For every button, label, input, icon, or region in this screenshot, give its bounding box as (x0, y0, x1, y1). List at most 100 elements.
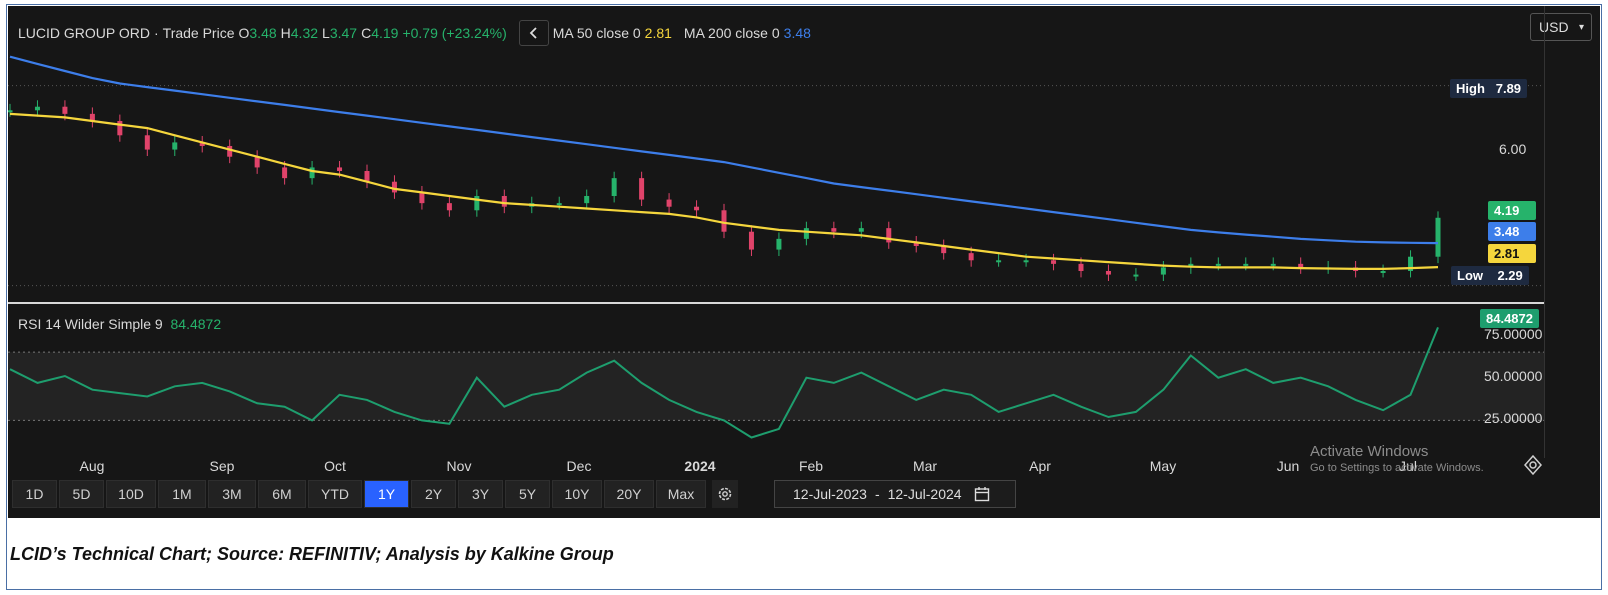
candle (419, 192, 425, 204)
ma200-label: MA 200 close 0 (683, 25, 780, 41)
candle (556, 203, 562, 206)
range-3m-button[interactable]: 3M (208, 480, 256, 508)
gear-icon (718, 487, 732, 501)
rsi-band (8, 352, 1544, 421)
high-tag-label: High (1456, 81, 1485, 96)
month-jun: Jun (1276, 458, 1300, 474)
date-range-picker[interactable]: 12-Jul-2023 - 12-Jul-2024 (774, 480, 1016, 508)
calendar-icon[interactable] (974, 486, 990, 502)
collapse-legend-button[interactable] (518, 20, 549, 46)
month-feb: Feb (798, 458, 824, 474)
close-label: C (361, 25, 372, 41)
chart-settings-icon[interactable] (1522, 454, 1544, 476)
figure-caption: LCID’s Technical Chart; Source: REFINITI… (10, 544, 614, 564)
range-toolbar: 1D 5D 10D 1M 3M 6M YTD 1Y 2Y 3Y 5Y 10Y 2… (12, 480, 738, 510)
rsi-tick-50: 50.00000 (1484, 368, 1543, 384)
candle (309, 167, 315, 179)
rsi-label: RSI 14 Wilder Simple 9 (18, 316, 163, 332)
range-settings-button[interactable] (712, 480, 738, 508)
stock-chart[interactable]: LUCID GROUP ORD · Trade Price O 3.48 H 4.3… (8, 6, 1600, 518)
range-1m-button[interactable]: 1M (158, 480, 206, 508)
candle (639, 178, 645, 200)
rsi-tick-25: 25.00000 (1484, 410, 1543, 426)
rsi-legend: RSI 14 Wilder Simple 9 84.4872 (18, 316, 221, 332)
candle (62, 106, 68, 114)
ma200-line (9, 55, 1439, 245)
candle (858, 228, 864, 232)
candle (611, 178, 617, 196)
month-jul: Jul (1399, 458, 1417, 474)
chevron-left-icon (529, 27, 537, 39)
month-dec: Dec (566, 458, 592, 474)
activation-watermark-detail: Go to Settings to activate Windows. (1310, 462, 1484, 474)
range-10d-button[interactable]: 10D (106, 480, 156, 508)
close-price-tag: 4.19 (1488, 201, 1536, 220)
ma50-tag: 2.81 (1488, 244, 1536, 263)
legend-dot: · (153, 25, 159, 41)
range-1d-button[interactable]: 1D (12, 480, 57, 508)
range-6m-button[interactable]: 6M (258, 480, 306, 508)
currency-select[interactable]: USD ▾ (1530, 13, 1592, 41)
candle (34, 106, 40, 111)
ma50-value: 2.81 (644, 25, 672, 41)
chart-plot[interactable] (8, 6, 1600, 458)
rsi-tag: 84.4872 (1480, 309, 1539, 328)
rsi-tick-75: 75.00000 (1484, 326, 1543, 342)
price-axis-divider (1544, 6, 1545, 458)
range-10y-button[interactable]: 10Y (552, 480, 602, 508)
candle (1408, 256, 1414, 271)
candle (748, 231, 754, 250)
candle (913, 242, 919, 246)
month-apr: Apr (1029, 458, 1051, 474)
candle (776, 238, 782, 250)
range-5d-button[interactable]: 5D (59, 480, 104, 508)
range-2y-button[interactable]: 2Y (411, 480, 456, 508)
candle (391, 181, 397, 193)
range-3y-button[interactable]: 3Y (458, 480, 503, 508)
range-5y-button[interactable]: 5Y (505, 480, 550, 508)
high-tag-value: 7.89 (1495, 81, 1522, 96)
candle (172, 142, 178, 150)
range-20y-button[interactable]: 20Y (604, 480, 654, 508)
pane-separator[interactable] (8, 302, 1544, 304)
range-ytd-button[interactable]: YTD (308, 480, 362, 508)
low-value: 3.47 (329, 25, 358, 41)
candle (1160, 267, 1166, 275)
low-label: L (322, 25, 330, 41)
candle (1078, 263, 1084, 271)
month-mar: Mar (912, 458, 938, 474)
month-oct: Oct (324, 458, 346, 474)
month-nov: Nov (446, 458, 472, 474)
candle (227, 146, 233, 157)
candle (8, 110, 13, 113)
candle (803, 228, 809, 239)
candle (1243, 263, 1249, 266)
candle (1133, 274, 1139, 277)
currency-value: USD (1539, 19, 1569, 35)
candle (721, 210, 727, 232)
open-value: 3.48 (249, 25, 277, 41)
date-from[interactable]: 12-Jul-2023 (793, 486, 867, 502)
high-value: 4.32 (290, 25, 319, 41)
candle (1298, 263, 1304, 268)
price-type: Trade Price (162, 25, 235, 41)
candle (89, 113, 95, 121)
low-tag-value: 2.29 (1497, 268, 1523, 283)
candle (831, 228, 837, 232)
candle (337, 167, 343, 171)
range-1y-button[interactable]: 1Y (364, 480, 409, 508)
candle (1215, 263, 1221, 266)
month-sep: Sep (209, 458, 235, 474)
ma50-label: MA 50 close 0 (552, 25, 641, 41)
candle (1380, 271, 1386, 273)
month-aug: Aug (79, 458, 105, 474)
candle (144, 135, 150, 150)
candle (282, 167, 288, 179)
candle (1105, 271, 1111, 275)
range-max-button[interactable]: Max (656, 480, 706, 508)
date-to[interactable]: 12-Jul-2024 (887, 486, 962, 502)
candle (117, 121, 123, 136)
candle (886, 228, 892, 243)
open-label: O (238, 25, 250, 41)
candle (996, 260, 1002, 263)
